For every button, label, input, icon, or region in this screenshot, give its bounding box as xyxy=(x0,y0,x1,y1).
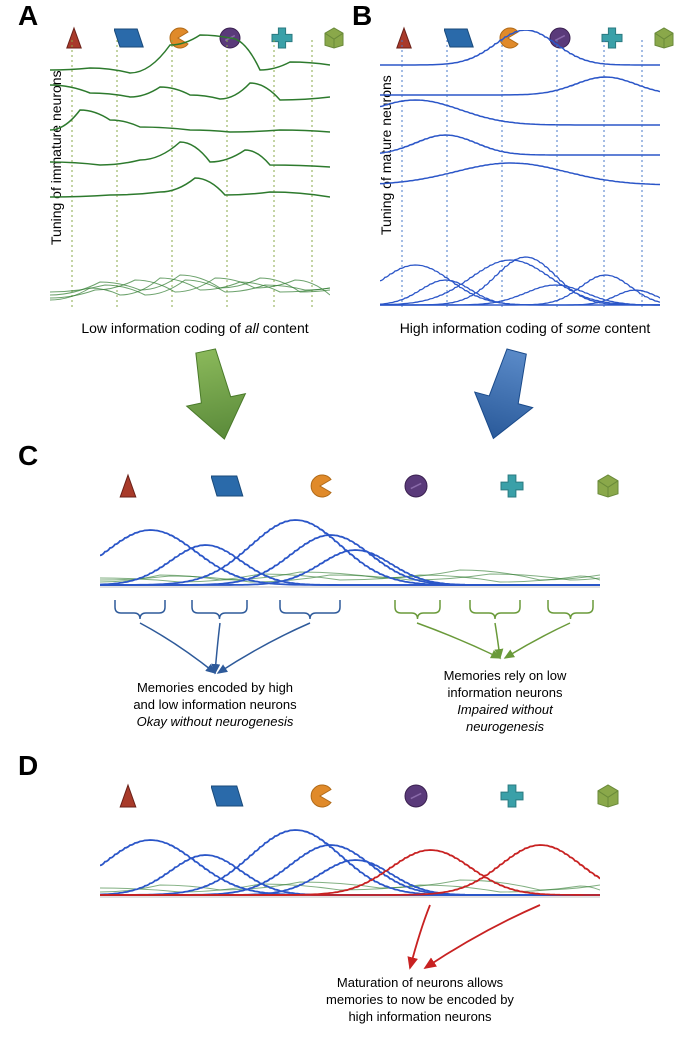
caption-a: Low information coding of all content xyxy=(60,320,330,336)
red-arrows-d xyxy=(0,900,684,980)
label-d: D xyxy=(18,750,38,782)
arrow-a-to-c xyxy=(185,345,255,445)
caption-b: High information coding of some content xyxy=(380,320,670,336)
icon-row-d xyxy=(115,768,595,798)
label-c: C xyxy=(18,440,38,472)
text-d: Maturation of neurons allows memories to… xyxy=(300,975,540,1026)
icon-row-c xyxy=(115,458,595,488)
text-c-left: Memories encoded by high and low informa… xyxy=(110,680,320,731)
panel-c-svg xyxy=(100,490,600,590)
arrow-b-to-c xyxy=(470,345,540,445)
text-c-right: Memories rely on low information neurons… xyxy=(420,668,590,736)
panel-b-svg xyxy=(380,30,660,315)
panel-d-svg xyxy=(100,800,600,900)
panel-a-svg xyxy=(50,30,330,315)
label-b: B xyxy=(352,0,372,32)
label-a: A xyxy=(18,0,38,32)
